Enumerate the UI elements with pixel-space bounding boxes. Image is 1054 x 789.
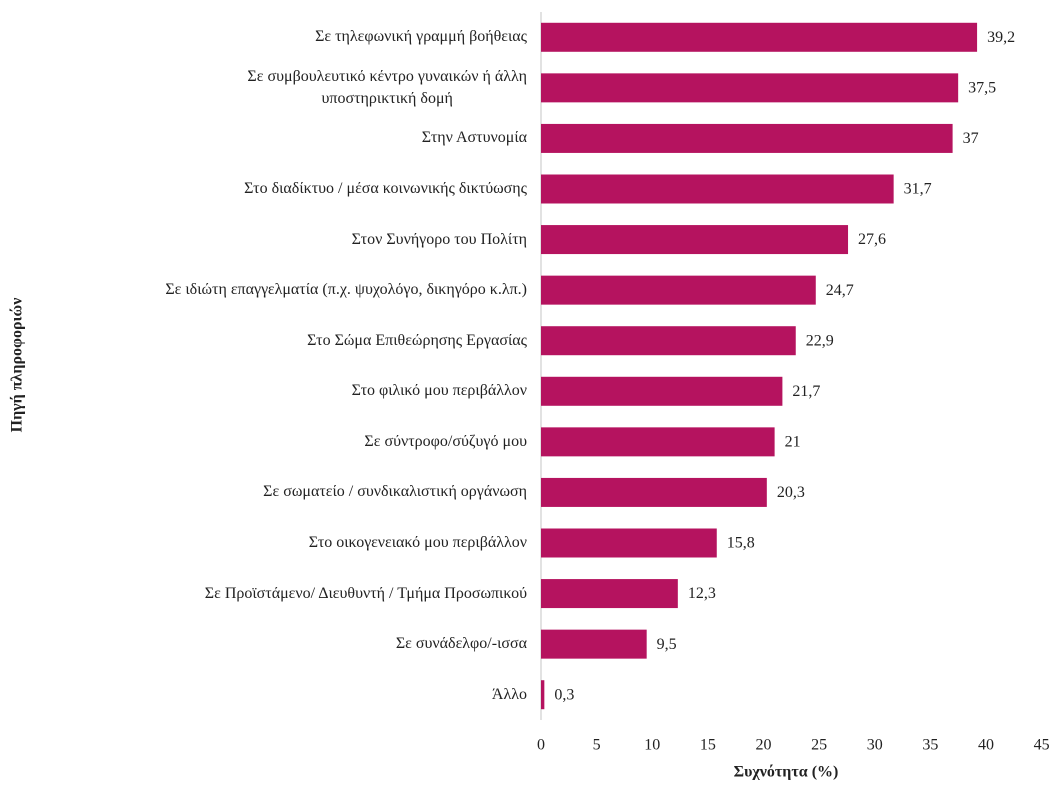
y-tick-label: Σε σωματείο / συνδικαλιστική οργάνωση: [263, 483, 527, 501]
y-tick-label: Σε σύντροφο/σύζυγό μου: [364, 432, 527, 450]
x-tick-label: 45: [1034, 737, 1050, 754]
value-label: 0,3: [554, 686, 574, 703]
x-tick-label: 35: [922, 737, 938, 754]
y-tick-label: Στον Συνήγορο του Πολίτη: [351, 230, 527, 248]
x-tick-label: 30: [867, 737, 883, 754]
x-tick-label: 25: [811, 737, 827, 754]
value-label: 31,7: [904, 181, 932, 198]
bar: [541, 376, 783, 406]
y-tick-label: Στο οικογενειακό μου περιβάλλον: [308, 534, 527, 551]
value-label: 20,3: [777, 484, 805, 501]
value-label: 21,7: [792, 383, 820, 400]
bar: [541, 123, 953, 153]
x-tick-label: 15: [700, 737, 716, 754]
value-label: 15,8: [727, 535, 755, 552]
value-label: 22,9: [806, 332, 834, 349]
bar: [541, 174, 894, 204]
bar: [541, 275, 816, 305]
value-label: 21: [785, 434, 801, 451]
value-label: 27,6: [858, 231, 886, 248]
y-tick-label: Σε Προϊστάμενο/ Διευθυντή / Τμήμα Προσωπ…: [204, 584, 527, 602]
value-label: 12,3: [688, 585, 716, 602]
value-label: 37,5: [968, 80, 996, 97]
bar: [541, 22, 978, 52]
y-tick-label: Στο φιλικό μου περιβάλλον: [351, 382, 527, 400]
y-tick-label: Σε ιδιώτη επαγγελματία (π.χ. ψυχολόγο, δ…: [165, 281, 527, 299]
y-tick-label: Στο διαδίκτυο / μέσα κοινωνικής δικτύωση…: [244, 180, 527, 197]
value-label: 24,7: [826, 282, 854, 299]
value-label: 9,5: [657, 636, 677, 653]
y-tick-label: Σε τηλεφωνική γραμμή βοήθειας: [315, 28, 527, 46]
y-tick-label: Σε συνάδελφο/-ισσα: [395, 635, 527, 653]
y-tick-label: Άλλο: [491, 685, 527, 703]
bar: [541, 579, 678, 609]
bar: [541, 477, 767, 507]
value-label: 37: [963, 130, 979, 147]
bar: [541, 680, 545, 710]
y-axis-label: Πηγή πληροφοριών: [9, 298, 26, 433]
x-tick-label: 5: [593, 737, 601, 754]
bar: [541, 73, 959, 103]
x-tick-label: 20: [755, 737, 771, 754]
x-axis-label: Συχνότητα (%): [734, 764, 839, 781]
bar: [541, 629, 647, 659]
bar: [541, 427, 775, 457]
x-tick-label: 10: [644, 737, 660, 754]
y-tick-label: Σε συμβουλευτικό κέντρο γυναικών ή άλλη …: [247, 67, 527, 107]
bar: [541, 225, 849, 255]
bar: [541, 528, 717, 558]
y-tick-label: Στην Αστυνομία: [421, 129, 527, 147]
bar: [541, 326, 796, 356]
x-tick-label: 40: [978, 737, 994, 754]
y-tick-label: Στο Σώμα Επιθεώρησης Εργασίας: [307, 331, 527, 349]
x-tick-label: 0: [537, 737, 545, 754]
value-label: 39,2: [987, 29, 1015, 46]
